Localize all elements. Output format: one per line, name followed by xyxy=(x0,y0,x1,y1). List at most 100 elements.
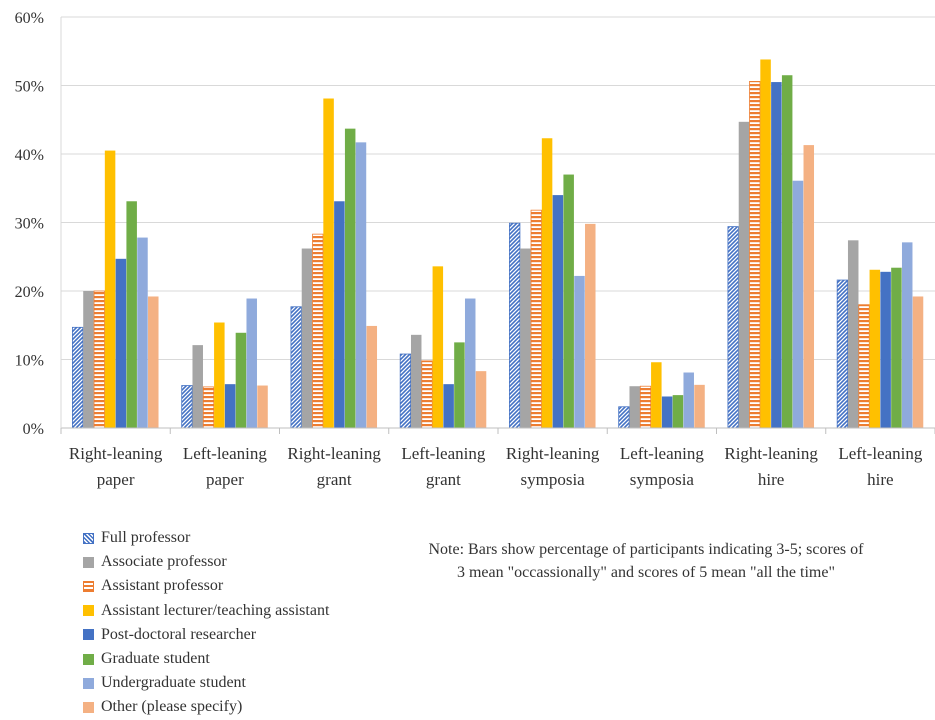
bar-undergraduate-student xyxy=(574,275,585,428)
bar-other-please-specify xyxy=(475,371,487,428)
legend-label: Undergraduate student xyxy=(101,674,246,692)
legend-swatch xyxy=(83,653,94,665)
bar-full-professor xyxy=(290,306,302,429)
legend-item-assistant-professor: Assistant professor xyxy=(83,574,329,598)
legend-label: Other (please specify) xyxy=(101,698,243,716)
bar-assistant-professor xyxy=(749,80,761,429)
bar-full-professor xyxy=(836,279,849,429)
bar-chart: 0% 10% 20% 30% 40% 50% 60% Right-leaning paper L… xyxy=(15,10,935,489)
legend-item-post-doctoral-researcher: Post-doctoral researcher xyxy=(83,623,329,647)
bar-undergraduate-student xyxy=(355,142,367,428)
bar-graduate-student xyxy=(781,75,793,428)
bar-post-doctoral-researcher xyxy=(771,82,782,428)
bar-assistant-lecturer-teaching-assistant xyxy=(432,266,444,428)
bar-undergraduate-student xyxy=(792,180,804,428)
category-label: paper xyxy=(206,470,244,489)
chart-note: Note: Bars show percentage of participan… xyxy=(366,538,926,584)
legend-item-associate-professor: Associate professor xyxy=(83,550,329,574)
category-label: Left-leaning xyxy=(838,444,923,463)
category-label: grant xyxy=(426,470,461,489)
bar-assistant-lecturer-teaching-assistant xyxy=(869,269,881,428)
bar-other-please-specify xyxy=(148,296,159,428)
bar-full-professor xyxy=(727,226,739,429)
bar-other-please-specify xyxy=(912,296,924,428)
category-label: Right-leaning xyxy=(506,444,600,463)
bar-post-doctoral-researcher xyxy=(880,271,891,428)
bar-graduate-student xyxy=(126,201,137,428)
y-tick-label: 60% xyxy=(15,10,44,27)
y-tick-label: 50% xyxy=(15,79,44,96)
legend-label: Graduate student xyxy=(101,650,210,668)
bar-full-professor xyxy=(181,385,193,429)
y-tick-label: 40% xyxy=(15,147,44,164)
bar-associate-professor xyxy=(738,121,750,428)
category-label: grant xyxy=(317,470,352,489)
bar-assistant-professor xyxy=(530,209,542,429)
bar-post-doctoral-researcher xyxy=(334,201,345,428)
y-tick-label: 10% xyxy=(15,353,44,370)
legend-swatch xyxy=(83,532,94,544)
category-label: Right-leaning xyxy=(724,444,818,463)
bar-assistant-professor xyxy=(639,385,652,429)
legend-item-other-please-specify: Other (please specify) xyxy=(83,695,329,719)
bar-assistant-professor xyxy=(421,360,433,429)
legend-label: Assistant professor xyxy=(101,577,224,595)
category-label: paper xyxy=(97,470,135,489)
legend-swatch xyxy=(83,556,94,568)
legend-swatch xyxy=(83,605,94,617)
bar-full-professor xyxy=(72,326,84,429)
bar-assistant-lecturer-teaching-assistant xyxy=(651,362,662,428)
bar-post-doctoral-researcher xyxy=(115,258,127,428)
legend-label: Associate professor xyxy=(101,553,227,571)
category-label: Left-leaning xyxy=(620,444,705,463)
y-tick-label: 30% xyxy=(15,216,44,233)
y-tick-label: 20% xyxy=(15,284,44,301)
bar-graduate-student xyxy=(454,342,465,429)
y-axis: 0% 10% 20% 30% 40% 50% 60% xyxy=(15,10,44,438)
legend-swatch xyxy=(83,629,94,641)
legend-swatch xyxy=(83,701,94,713)
bar-associate-professor xyxy=(629,386,640,428)
category-label: hire xyxy=(758,470,784,489)
legend-item-full-professor: Full professor xyxy=(83,526,329,550)
bar-associate-professor xyxy=(301,248,313,428)
bar-assistant-lecturer-teaching-assistant xyxy=(541,138,553,428)
bar-assistant-lecturer-teaching-assistant xyxy=(323,98,334,428)
bar-other-please-specify xyxy=(585,223,596,428)
bar-assistant-lecturer-teaching-assistant xyxy=(760,59,771,428)
category-label: Left-leaning xyxy=(183,444,268,463)
bar-associate-professor xyxy=(847,240,859,428)
bar-graduate-student xyxy=(672,395,684,428)
bar-undergraduate-student xyxy=(683,372,694,428)
bar-assistant-professor xyxy=(312,233,324,429)
bar-assistant-professor xyxy=(858,304,870,429)
bar-other-please-specify xyxy=(366,325,378,428)
bar-graduate-student xyxy=(235,332,247,428)
bar-post-doctoral-researcher xyxy=(443,384,454,428)
category-label: Right-leaning xyxy=(287,444,381,463)
bar-other-please-specify xyxy=(257,385,268,428)
x-axis: Right-leaning paper Left-leaning paper Right… xyxy=(60,17,935,489)
bar-other-please-specify xyxy=(694,384,705,428)
legend: Full professor Associate professor Assista… xyxy=(83,526,329,720)
bar-undergraduate-student xyxy=(246,298,257,428)
bar-post-doctoral-researcher xyxy=(552,195,564,428)
legend-label: Assistant lecturer/teaching assistant xyxy=(101,601,330,619)
bar-post-doctoral-researcher xyxy=(224,384,236,428)
bar-graduate-student xyxy=(891,267,902,428)
bar-full-professor xyxy=(509,222,521,429)
bar-graduate-student xyxy=(563,174,574,428)
legend-label: Full professor xyxy=(101,529,191,547)
bar-associate-professor xyxy=(192,345,203,428)
note-line-1: Note: Bars show percentage of participan… xyxy=(428,541,864,558)
bar-graduate-student xyxy=(344,128,356,428)
category-label: symposia xyxy=(521,470,586,489)
y-tick-label: 0% xyxy=(23,421,44,438)
bar-full-professor xyxy=(618,406,630,429)
bar-associate-professor xyxy=(410,334,422,428)
bar-other-please-specify xyxy=(803,145,815,428)
bar-assistant-lecturer-teaching-assistant xyxy=(214,322,225,428)
category-label: Left-leaning xyxy=(401,444,486,463)
bars xyxy=(72,59,924,429)
bar-assistant-professor xyxy=(202,386,215,429)
